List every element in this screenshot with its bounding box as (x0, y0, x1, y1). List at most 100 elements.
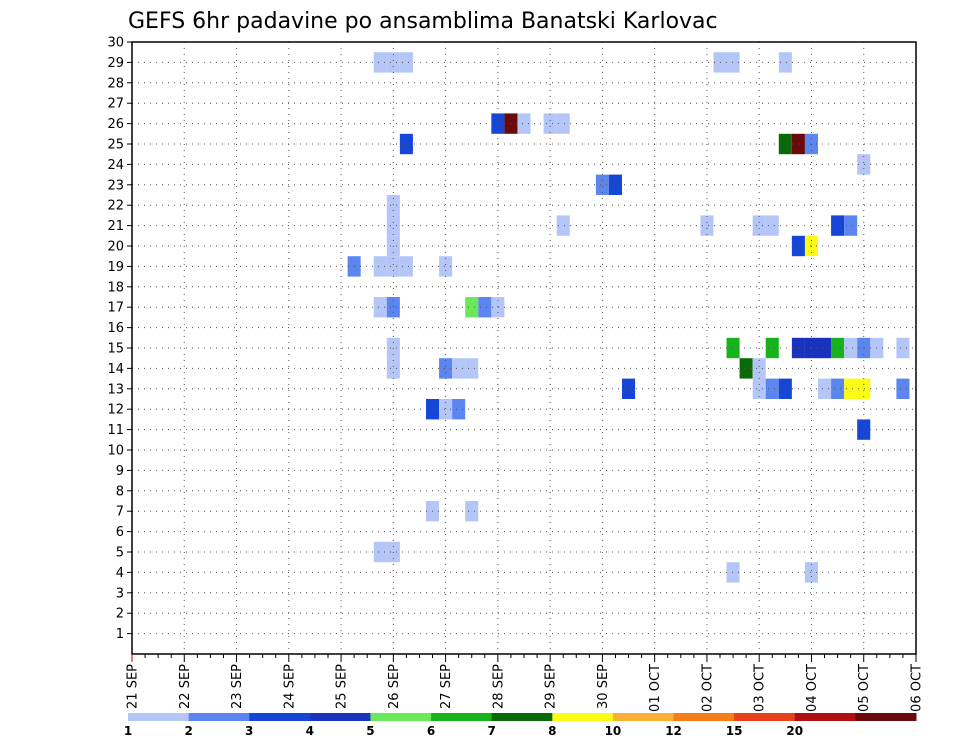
cell-0 (373, 52, 387, 73)
cell-5 (778, 52, 792, 73)
y-tick-label-2: 2 (116, 607, 124, 622)
cell-12 (778, 133, 792, 155)
cell-52 (452, 358, 466, 379)
cell-10 (556, 113, 570, 134)
cell-59 (778, 378, 792, 399)
cell-8 (517, 113, 531, 134)
cell-44 (818, 337, 832, 359)
cell-60 (818, 378, 832, 399)
cell-21 (700, 215, 714, 236)
cell-73 (726, 562, 740, 583)
cell-40 (726, 337, 740, 359)
cell-70 (465, 501, 479, 522)
cell-33 (439, 256, 453, 277)
y-tick-label-20: 20 (107, 240, 124, 255)
legend-label-10: 15 (726, 724, 743, 738)
x-tick-label-4: 25 SEP (335, 664, 350, 709)
cell-53 (465, 358, 479, 379)
legend-swatch-12 (855, 713, 917, 721)
y-tick-label-1: 1 (116, 627, 124, 642)
x-tick-label-12: 03 OCT (753, 664, 768, 712)
cell-51 (439, 358, 453, 379)
legend-swatch-11 (794, 713, 856, 721)
cell-37 (478, 297, 492, 318)
y-tick-label-21: 21 (107, 219, 124, 234)
y-tick-label-18: 18 (107, 280, 124, 295)
cell-19 (386, 215, 400, 236)
cell-20 (556, 215, 570, 236)
x-tick-label-13: 04 OCT (805, 664, 820, 712)
cell-6 (491, 113, 505, 134)
x-tick-label-15: 06 OCT (910, 664, 925, 712)
legend-label-11: 20 (786, 724, 803, 738)
cell-46 (844, 337, 858, 359)
y-tick-label-13: 13 (107, 382, 124, 397)
cell-50 (386, 358, 400, 379)
y-tick-label-29: 29 (107, 56, 124, 71)
y-tick-label-28: 28 (107, 76, 124, 91)
x-tick-label-14: 05 OCT (857, 664, 872, 712)
cell-15 (857, 154, 871, 175)
cell-4 (726, 52, 740, 73)
cell-32 (399, 256, 413, 277)
y-axis: 1234567891011121314151617181920212223242… (107, 36, 132, 642)
x-tick-label-5: 26 SEP (387, 664, 402, 709)
x-axis: 21 SEP 22 SEP 23 SEP 24 SEP 25 SEP 26 SEP 27 S… (126, 654, 925, 712)
y-tick-label-26: 26 (107, 117, 124, 132)
cell-66 (439, 399, 453, 420)
cell-23 (765, 215, 779, 236)
legend-label-2: 3 (245, 724, 253, 738)
legend-label-3: 4 (306, 724, 314, 738)
cell-30 (373, 256, 387, 277)
legend-label-4: 5 (366, 724, 374, 738)
x-tick-label-9: 30 SEP (596, 664, 611, 709)
legend-label-7: 8 (548, 724, 556, 738)
y-tick-label-17: 17 (107, 301, 124, 316)
cell-49 (896, 337, 910, 359)
cell-1 (386, 52, 400, 73)
cell-58 (765, 378, 779, 399)
cell-11 (399, 133, 413, 155)
legend-swatch-10 (734, 713, 796, 721)
legend-label-8: 10 (605, 724, 622, 738)
cell-57 (752, 378, 766, 399)
legend-swatch-6 (491, 713, 553, 721)
chart-title: GEFS 6hr padavine po ansamblima Banatski… (128, 9, 718, 34)
x-tick-label-6: 27 SEP (439, 664, 454, 709)
grid-layer (132, 42, 916, 654)
y-tick-label-25: 25 (107, 138, 124, 153)
legend-swatch-1 (188, 713, 250, 721)
legend-swatch-7 (552, 713, 614, 721)
cell-18 (386, 195, 400, 216)
legend-swatch-8 (612, 713, 675, 721)
y-tick-label-19: 19 (107, 260, 124, 275)
legend-swatch-3 (309, 713, 371, 721)
cell-25 (844, 215, 858, 236)
cell-9 (543, 113, 557, 134)
cell-2 (399, 52, 413, 73)
cell-61 (831, 378, 845, 399)
cell-63 (857, 378, 871, 399)
cell-16 (595, 174, 609, 195)
cell-41 (765, 337, 779, 359)
legend-swatch-5 (431, 713, 493, 721)
cell-31 (386, 256, 400, 277)
legend-label-0: 1 (124, 724, 132, 738)
cell-64 (896, 378, 910, 399)
y-tick-label-16: 16 (107, 321, 124, 336)
cell-67 (452, 399, 466, 420)
cell-35 (386, 297, 400, 318)
y-tick-label-24: 24 (107, 158, 124, 173)
cell-54 (739, 358, 753, 379)
y-tick-label-27: 27 (107, 97, 124, 112)
x-tick-label-0: 21 SEP (126, 664, 141, 709)
cell-34 (373, 297, 387, 318)
cell-68 (857, 419, 871, 440)
cell-24 (831, 215, 845, 236)
y-tick-label-8: 8 (116, 484, 124, 499)
x-tick-label-8: 29 SEP (544, 664, 559, 709)
x-tick-label-10: 01 OCT (648, 664, 663, 712)
color-legend: 1 2 3 4 5 6 7 8 10 12 15 20 (124, 713, 917, 738)
legend-swatch-9 (673, 713, 735, 721)
cell-56 (622, 378, 636, 399)
